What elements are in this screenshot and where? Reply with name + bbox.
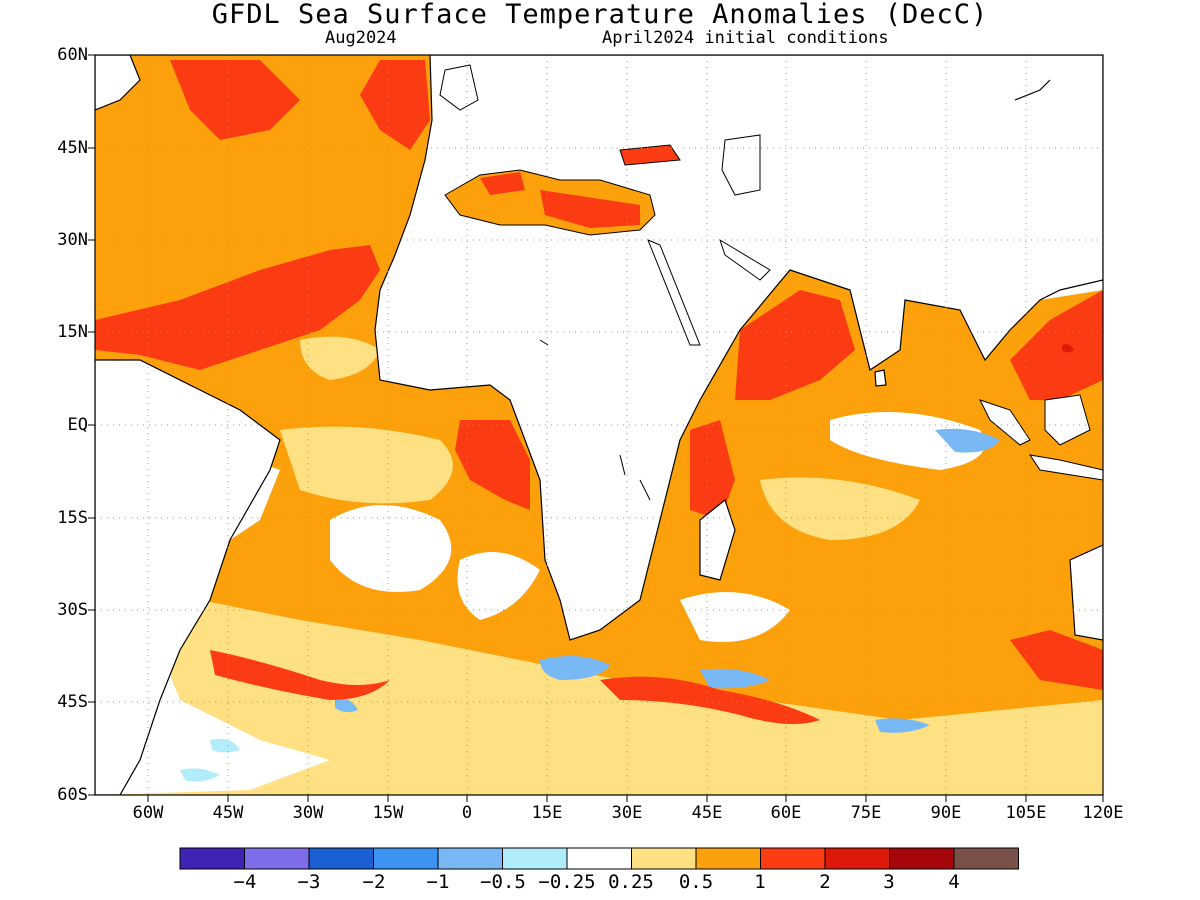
colorbar-label: −2 bbox=[362, 871, 386, 893]
lon-label: 15W bbox=[372, 803, 404, 823]
lat-label: 60N bbox=[57, 45, 88, 65]
colorbar-label: −0.25 bbox=[538, 871, 596, 893]
lat-label: 30N bbox=[57, 230, 88, 250]
north-america-landmass bbox=[95, 55, 141, 111]
colorbar-swatch bbox=[244, 847, 310, 870]
axis-ticks bbox=[88, 54, 1104, 802]
colorbar-label: 0.25 bbox=[608, 871, 654, 893]
red-sea bbox=[647, 239, 701, 346]
australia-landmass bbox=[1069, 544, 1103, 641]
colorbar-swatch bbox=[760, 847, 826, 870]
colorbar-label: 2 bbox=[819, 871, 831, 893]
initial-conditions-label: April2024 initial conditions bbox=[602, 28, 889, 48]
colorbar-swatch bbox=[437, 847, 503, 870]
colorbar-label: 1 bbox=[754, 871, 766, 893]
lat-label: 45S bbox=[57, 692, 88, 712]
anomaly-region-red bbox=[95, 245, 380, 370]
lat-label: 45N bbox=[57, 138, 88, 158]
lon-label: 45W bbox=[212, 803, 244, 823]
colorbar-label: 3 bbox=[883, 871, 895, 893]
lon-label: 90E bbox=[930, 803, 962, 823]
colorbar-label: −1 bbox=[426, 871, 450, 893]
colorbar-swatch bbox=[695, 847, 761, 870]
lon-label: 30W bbox=[292, 803, 324, 823]
lat-label: EQ bbox=[67, 415, 88, 435]
lon-label: 30E bbox=[611, 803, 643, 823]
colorbar-swatch bbox=[373, 847, 439, 870]
colorbar-label: −0.5 bbox=[480, 871, 526, 893]
graticule bbox=[95, 55, 1103, 795]
lon-label: 60W bbox=[132, 803, 164, 823]
colorbar-swatch bbox=[824, 847, 890, 870]
lat-label: 60S bbox=[57, 785, 88, 805]
colorbar-swatch bbox=[308, 847, 374, 870]
colorbar-label: −3 bbox=[297, 871, 321, 893]
lon-label: 120E bbox=[1082, 803, 1124, 823]
madagascar-landmass bbox=[699, 498, 736, 581]
colorbar-swatch bbox=[631, 847, 697, 870]
lat-label: 30S bbox=[57, 600, 88, 620]
colorbar-label: 0.5 bbox=[678, 871, 714, 893]
anomaly-region-blue bbox=[540, 656, 610, 680]
south-america-landmass bbox=[95, 359, 281, 795]
lon-label: 75E bbox=[850, 803, 882, 823]
colorbar-label: −4 bbox=[233, 871, 257, 893]
lon-label: 60E bbox=[770, 803, 802, 823]
lon-label: 105E bbox=[1005, 803, 1047, 823]
map-title: GFDL Sea Surface Temperature Anomalies (… bbox=[211, 0, 989, 30]
lat-label: 15S bbox=[57, 508, 88, 528]
forecast-month-label: Aug2024 bbox=[325, 28, 397, 48]
caspian-sea bbox=[721, 134, 761, 196]
colorbar-label: 4 bbox=[948, 871, 960, 893]
colorbar bbox=[179, 847, 1019, 870]
black-sea bbox=[619, 144, 681, 166]
lon-label: 45E bbox=[691, 803, 723, 823]
colorbar-swatch bbox=[889, 847, 955, 870]
colorbar-swatch bbox=[953, 847, 1019, 870]
british-isles bbox=[439, 64, 479, 111]
anomaly-region-yellow-south bbox=[95, 600, 1103, 795]
colorbar-swatch bbox=[179, 847, 245, 870]
lon-label: 0 bbox=[461, 803, 473, 823]
lon-label: 15E bbox=[531, 803, 563, 823]
lat-label: 15N bbox=[57, 322, 88, 342]
colorbar-swatch bbox=[502, 847, 568, 870]
colorbar-swatch bbox=[566, 847, 632, 870]
